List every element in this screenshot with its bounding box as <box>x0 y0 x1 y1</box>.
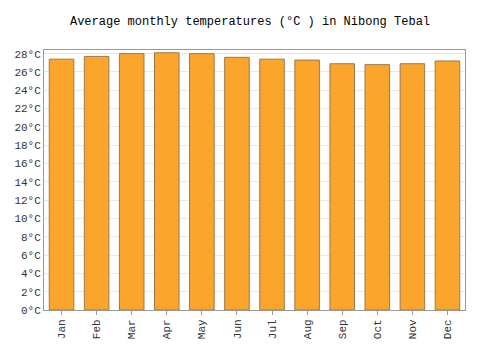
svg-text:18°C: 18°C <box>14 140 41 152</box>
svg-text:26°C: 26°C <box>14 67 41 79</box>
svg-text:16°C: 16°C <box>14 158 41 170</box>
svg-text:0°C: 0°C <box>21 305 41 317</box>
svg-text:4°C: 4°C <box>21 268 41 280</box>
svg-text:Apr: Apr <box>161 319 173 339</box>
svg-text:22°C: 22°C <box>14 103 41 115</box>
svg-text:20°C: 20°C <box>14 122 41 134</box>
svg-text:6°C: 6°C <box>21 250 41 262</box>
svg-text:Sep: Sep <box>337 319 349 339</box>
svg-text:Jul: Jul <box>267 319 279 339</box>
svg-text:Aug: Aug <box>302 319 314 339</box>
svg-text:Mar: Mar <box>126 319 138 339</box>
svg-text:Average monthly temperatures (: Average monthly temperatures (°C ) in Ni… <box>70 15 430 29</box>
svg-text:10°C: 10°C <box>14 213 41 225</box>
svg-text:Dec: Dec <box>442 319 454 339</box>
svg-text:Oct: Oct <box>372 319 384 339</box>
svg-text:Jan: Jan <box>56 319 68 339</box>
svg-text:8°C: 8°C <box>21 232 41 244</box>
svg-text:2°C: 2°C <box>21 287 41 299</box>
svg-text:Nov: Nov <box>407 319 419 339</box>
svg-text:May: May <box>196 319 208 339</box>
svg-text:Jun: Jun <box>232 319 244 339</box>
svg-text:12°C: 12°C <box>14 195 41 207</box>
svg-text:14°C: 14°C <box>14 177 41 189</box>
svg-text:28°C: 28°C <box>14 49 41 61</box>
svg-text:24°C: 24°C <box>14 85 41 97</box>
svg-text:Feb: Feb <box>91 319 103 339</box>
